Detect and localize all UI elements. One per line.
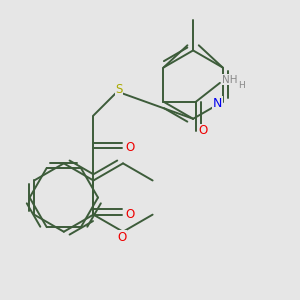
Text: O: O <box>126 142 135 154</box>
Text: O: O <box>199 124 208 137</box>
Text: N: N <box>213 97 222 110</box>
Text: NH: NH <box>222 75 237 85</box>
Text: H: H <box>238 81 245 90</box>
Text: O: O <box>126 208 135 221</box>
Text: S: S <box>115 83 122 96</box>
Text: O: O <box>117 231 126 244</box>
